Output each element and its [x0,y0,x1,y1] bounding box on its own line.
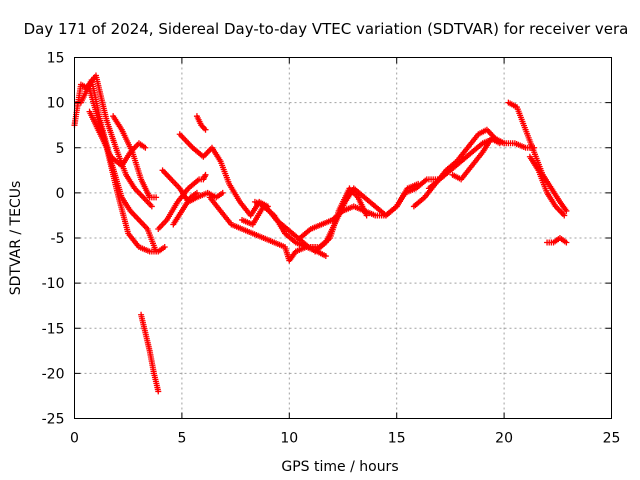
data-point [561,212,568,219]
series-arc-19 [449,135,503,183]
data-point [153,194,160,201]
data-point [322,253,329,260]
data-point [161,244,168,251]
data-point [219,189,226,196]
x-axis-label: GPS time / hours [281,459,398,475]
series-arc-1 [71,81,168,255]
series-arc-4 [86,108,149,169]
grid-lines [74,57,612,419]
y-tick-label: -25 [42,412,65,428]
series-arc-11 [193,113,209,133]
data-point [153,248,160,255]
series-arc-20 [505,99,570,214]
series-arc-9 [170,189,200,228]
series-arc-7 [155,171,209,232]
x-tick-label: 10 [280,431,298,447]
series-arc-5 [110,113,160,201]
series-arc-8 [159,167,226,205]
data-point [202,171,209,178]
data-point [563,239,570,246]
data-point [193,189,200,196]
y-tick-label: -5 [51,231,65,247]
y-tick-label: -10 [42,276,65,292]
x-tick-label: 20 [495,431,513,447]
data-point [148,203,155,210]
chart-title: Day 171 of 2024, Sidereal Day-to-day VTE… [24,20,629,38]
series-arc-22 [544,235,570,246]
axis-ticks: 0 5 10 15 20 25 15 10 5 0 -5 -10 -15 -20 -25 [42,51,621,447]
series-arc-21 [526,153,568,219]
x-tick-label: 5 [177,431,186,447]
data-point [563,207,570,214]
series-arc-18 [425,135,538,192]
data-points [71,72,570,395]
data-point [496,140,503,147]
y-tick-label: 0 [56,186,65,202]
y-tick-label: 10 [47,96,65,112]
data-point [202,126,209,133]
y-axis-label: SDTVAR / TECUs [8,181,24,296]
x-tick-label: 25 [603,431,621,447]
y-tick-label: 15 [47,51,65,67]
series-arc-15 [297,180,422,241]
series-arc-6 [138,311,162,395]
y-tick-label: 5 [56,141,65,157]
x-tick-label: 0 [70,431,79,447]
data-point [155,388,162,395]
data-point [142,144,149,151]
x-tick-label: 15 [388,431,406,447]
y-tick-label: -15 [42,321,65,337]
y-tick-label: -20 [42,366,65,382]
